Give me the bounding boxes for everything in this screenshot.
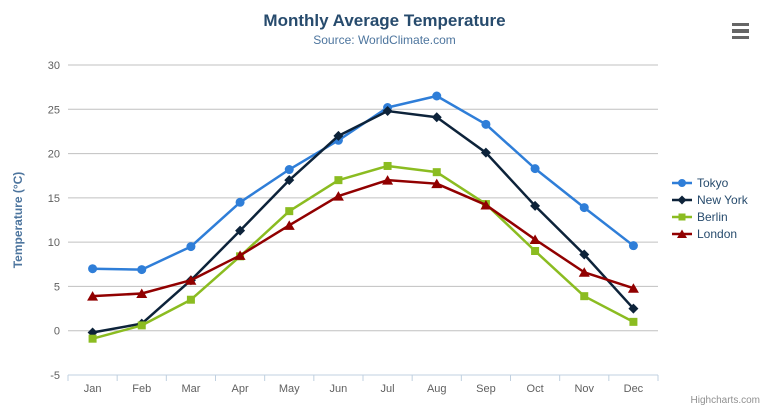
chart-title: Monthly Average Temperature	[263, 11, 506, 30]
new-york-marker-icon	[677, 195, 687, 205]
legend-item-london[interactable]: London	[672, 228, 748, 240]
data-point-berlin-jul[interactable]	[383, 161, 392, 170]
legend: Tokyo New York Berlin London	[672, 177, 748, 240]
data-point-new-york-apr[interactable]	[235, 225, 246, 236]
data-point-london-jan[interactable]	[87, 291, 99, 301]
data-point-new-york-jun[interactable]	[333, 130, 344, 141]
data-point-london-feb[interactable]	[136, 288, 148, 299]
menu-bar	[732, 35, 749, 39]
hamburger-menu-icon[interactable]	[729, 21, 752, 41]
x-axis-label: Apr	[232, 383, 249, 395]
y-axis-label: -5	[50, 370, 60, 382]
x-axis-label: Aug	[427, 383, 447, 395]
y-axis-label: 15	[48, 193, 60, 205]
data-point-london-jun[interactable]	[332, 191, 344, 201]
legend-label: Berlin	[697, 210, 728, 224]
series-line-new-york[interactable]	[91, 109, 635, 334]
new-york-series-symbol-icon	[672, 195, 692, 205]
london-series-symbol-icon	[672, 229, 692, 238]
data-point-london-aug[interactable]	[431, 178, 443, 189]
legend-label: Tokyo	[697, 176, 729, 190]
data-point-new-york-may[interactable]	[284, 175, 295, 186]
legend-item-berlin[interactable]: Berlin	[672, 211, 748, 223]
data-point-berlin-feb[interactable]	[137, 321, 146, 330]
data-point-tokyo-nov[interactable]	[579, 203, 589, 213]
data-point-new-york-dec[interactable]	[628, 303, 639, 314]
series-line-berlin[interactable]	[91, 164, 635, 340]
data-point-london-may[interactable]	[283, 220, 295, 230]
data-point-new-york-aug[interactable]	[431, 112, 442, 123]
data-point-tokyo-dec[interactable]	[628, 241, 638, 251]
series-line-london[interactable]	[91, 178, 635, 298]
london-marker-icon	[677, 229, 687, 238]
x-axis-label: Jan	[84, 383, 102, 395]
data-point-london-apr[interactable]	[234, 250, 246, 260]
x-axis-label: Nov	[574, 383, 594, 395]
data-point-berlin-aug[interactable]	[432, 168, 441, 177]
y-axis-label: 30	[48, 60, 60, 72]
x-axis-label: Dec	[624, 383, 644, 395]
data-point-berlin-jun[interactable]	[334, 176, 343, 185]
data-point-london-mar[interactable]	[185, 275, 197, 285]
legend-item-new-york[interactable]: New York	[672, 194, 748, 206]
data-point-new-york-oct[interactable]	[530, 200, 541, 211]
data-point-tokyo-apr[interactable]	[235, 197, 245, 207]
data-point-london-nov[interactable]	[578, 267, 590, 277]
data-point-berlin-jan[interactable]	[88, 334, 97, 343]
data-point-new-york-nov[interactable]	[579, 249, 590, 260]
legend-item-tokyo[interactable]: Tokyo	[672, 177, 748, 189]
data-point-tokyo-jan[interactable]	[88, 264, 98, 274]
data-point-london-dec[interactable]	[627, 283, 639, 293]
data-point-tokyo-aug[interactable]	[432, 91, 442, 101]
data-point-tokyo-oct[interactable]	[530, 164, 540, 174]
data-point-berlin-dec[interactable]	[629, 317, 638, 326]
y-axis-title: Temperature (°C)	[11, 171, 25, 269]
data-point-new-york-jul[interactable]	[382, 106, 393, 117]
data-point-new-york-sep[interactable]	[480, 147, 491, 158]
x-axis-label: Mar	[181, 383, 200, 395]
data-point-london-oct[interactable]	[529, 234, 541, 244]
x-axis-label: Jun	[330, 383, 348, 395]
data-point-berlin-may[interactable]	[285, 207, 294, 216]
data-point-tokyo-mar[interactable]	[186, 242, 196, 252]
data-point-berlin-mar[interactable]	[186, 295, 195, 304]
y-axis-label: 5	[54, 281, 60, 293]
chart-subtitle: Source: WorldClimate.com	[313, 33, 456, 47]
legend-label: New York	[697, 193, 748, 207]
berlin-marker-icon	[678, 213, 686, 221]
series-line-tokyo[interactable]	[91, 94, 635, 271]
y-axis-label: 10	[48, 237, 60, 249]
x-axis-label: Jul	[381, 383, 395, 395]
x-axis-label: Oct	[527, 383, 544, 395]
y-axis-label: 20	[48, 149, 60, 161]
x-axis-label: Feb	[132, 383, 151, 395]
data-point-tokyo-feb[interactable]	[137, 265, 147, 275]
menu-bar	[732, 29, 749, 33]
tokyo-marker-icon	[678, 179, 686, 187]
x-axis-label: May	[279, 383, 300, 395]
y-axis-label: 0	[54, 326, 60, 338]
data-point-tokyo-may[interactable]	[284, 165, 294, 175]
menu-bar	[732, 23, 749, 27]
data-point-london-sep[interactable]	[480, 199, 492, 210]
legend-label: London	[697, 227, 738, 241]
data-point-berlin-nov[interactable]	[580, 292, 589, 301]
data-point-tokyo-sep[interactable]	[481, 119, 491, 129]
credits-link[interactable]: Highcharts.com	[690, 395, 760, 406]
berlin-series-symbol-icon	[672, 213, 692, 221]
data-point-london-jul[interactable]	[382, 175, 394, 185]
tokyo-series-symbol-icon	[672, 179, 692, 187]
x-axis-label: Sep	[476, 383, 496, 395]
data-point-berlin-oct[interactable]	[531, 247, 540, 255]
y-axis-label: 25	[48, 104, 60, 116]
